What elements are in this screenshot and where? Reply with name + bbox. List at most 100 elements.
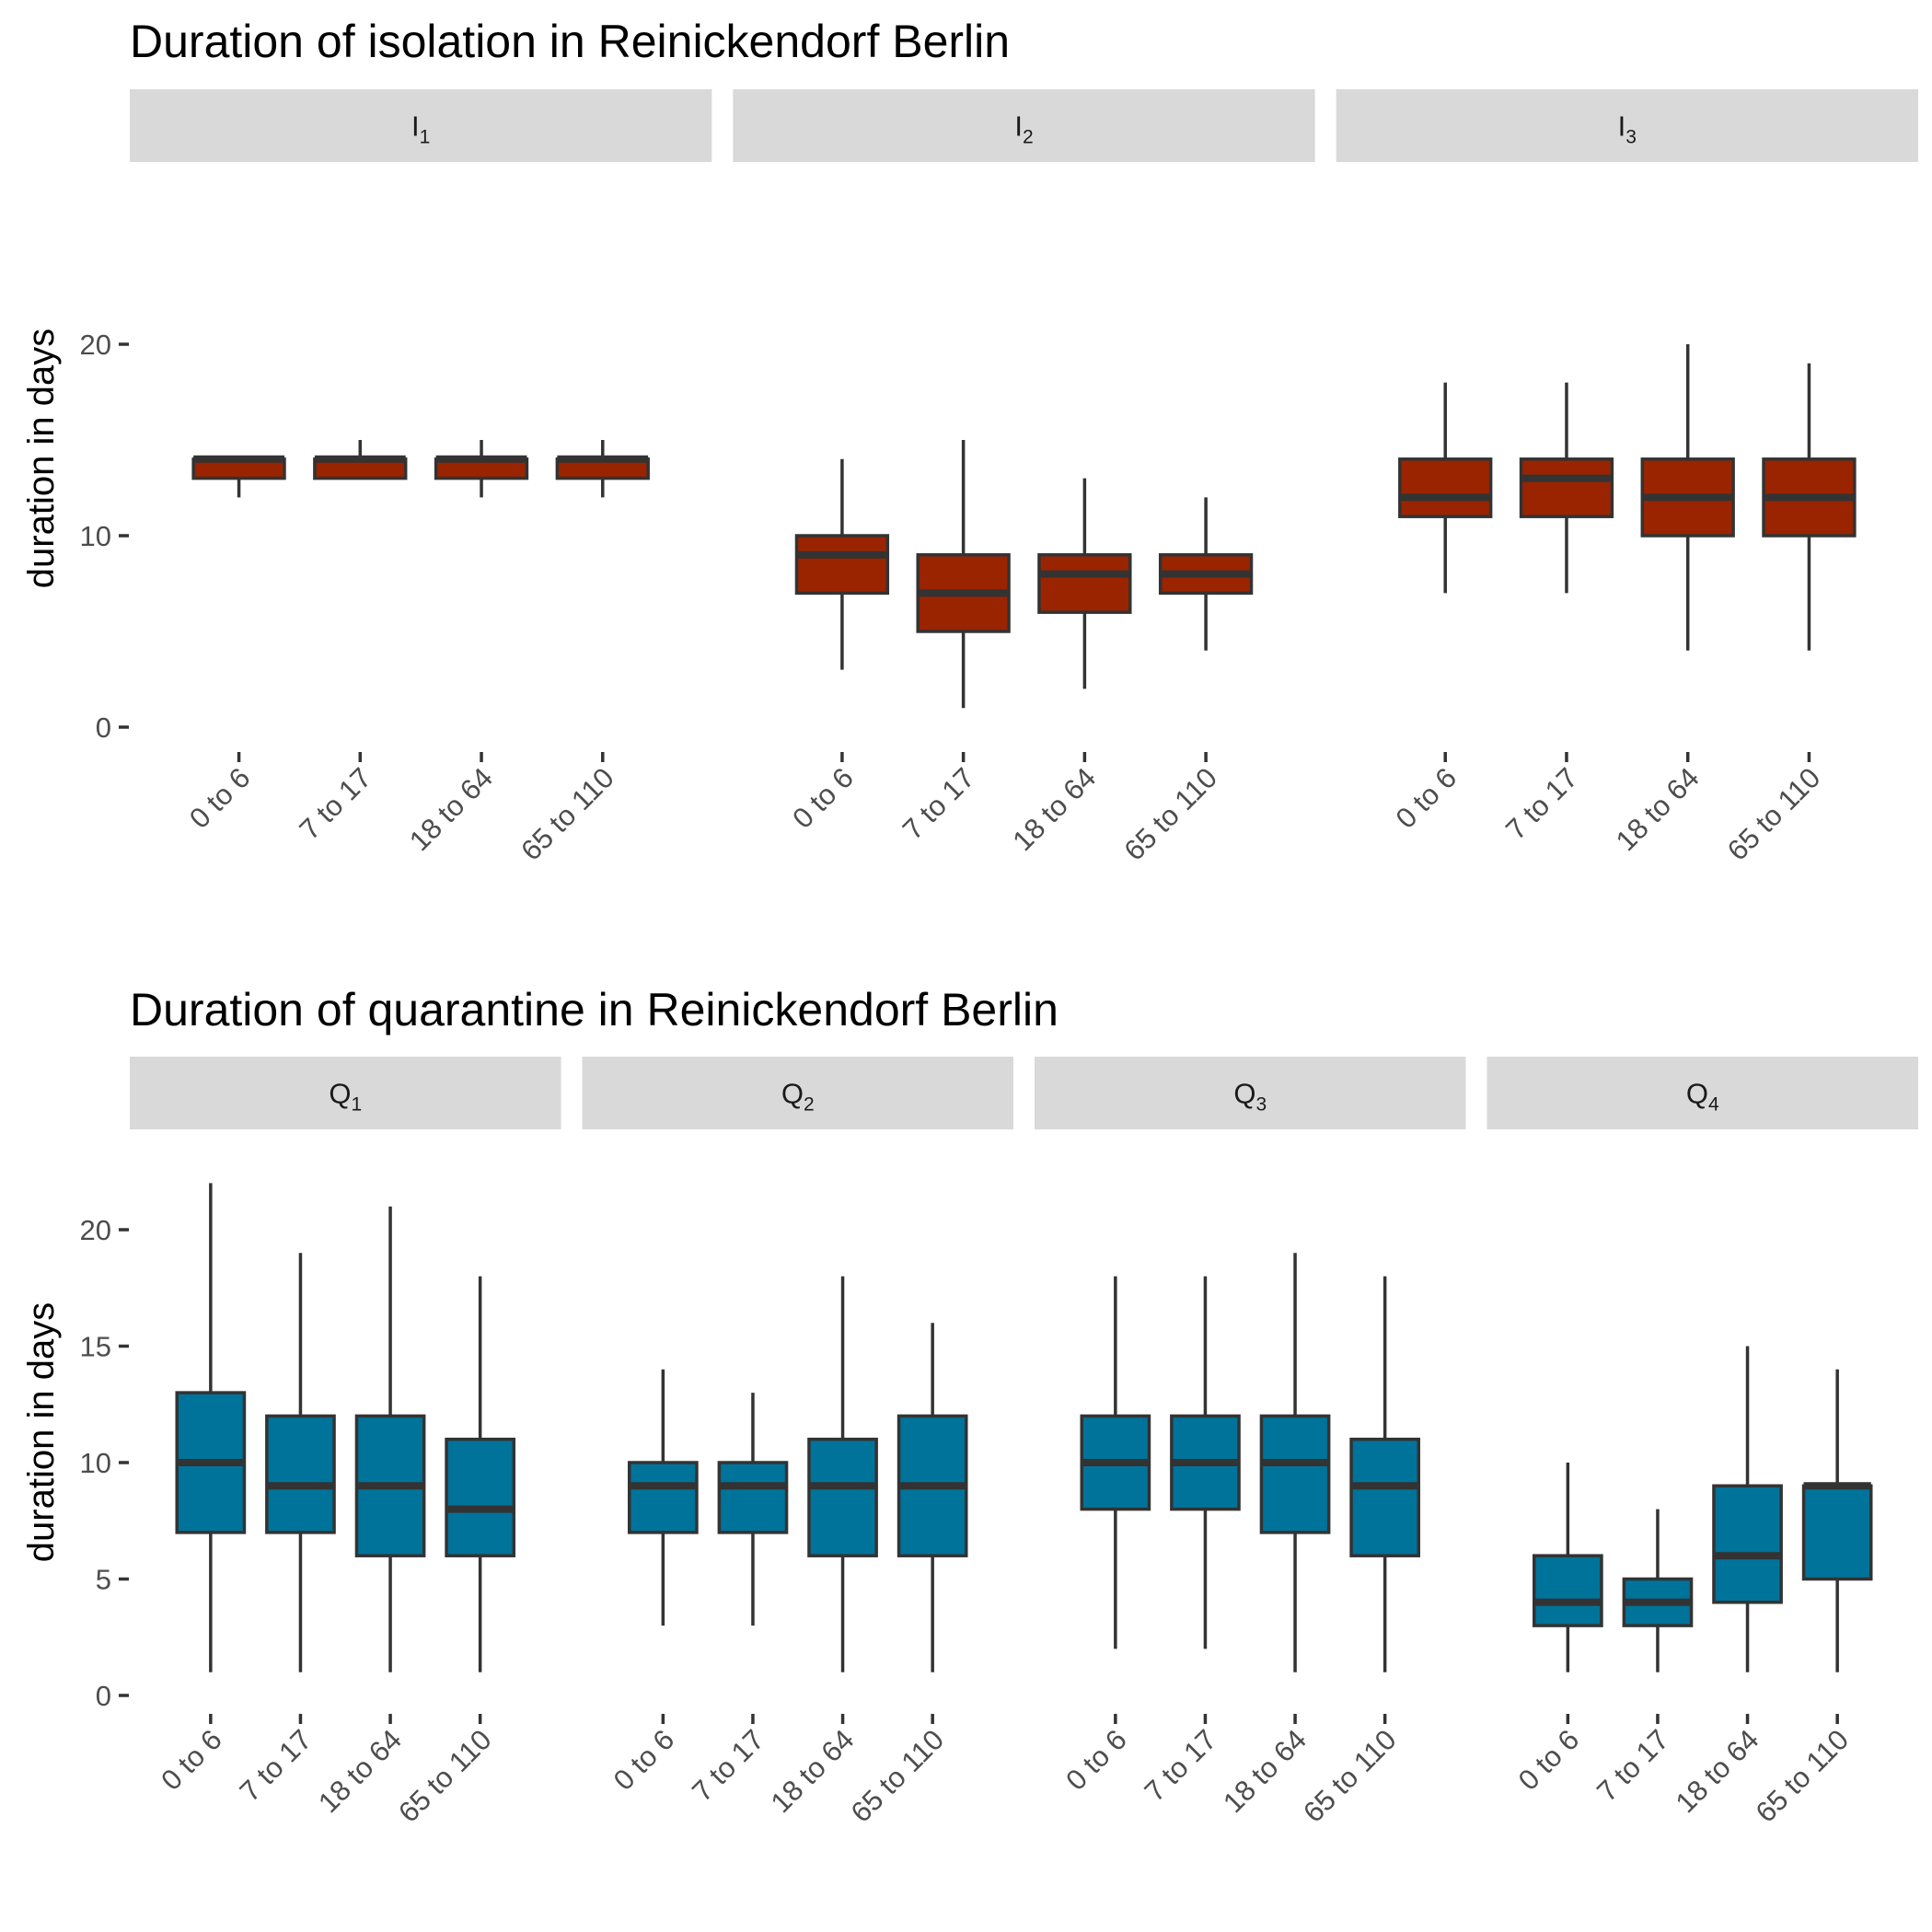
facet-strip	[130, 89, 712, 162]
box-18-to-64	[807, 1276, 878, 1672]
facet-strip	[733, 89, 1315, 162]
x-tick-label: 0 to 6	[1059, 1723, 1133, 1797]
facet-strip	[1336, 89, 1918, 162]
y-axis-label: duration in days	[21, 329, 62, 588]
facet-strip-letter: Q	[329, 1078, 351, 1110]
facet-strip	[130, 1057, 561, 1129]
box-65-to-110	[1801, 1369, 1873, 1672]
box-0-to-6	[191, 455, 286, 498]
box-0-to-6	[1080, 1276, 1151, 1649]
facet-strip-subscript: 1	[420, 127, 431, 148]
x-tick-label: 65 to 110	[845, 1723, 951, 1829]
box-body	[445, 1437, 516, 1557]
box-18-to-64	[1037, 478, 1132, 689]
facet-strip-letter: Q	[781, 1078, 804, 1110]
box-body	[1532, 1554, 1603, 1627]
box-18-to-64	[434, 440, 529, 498]
facet-strip-label: Q1	[329, 1078, 362, 1116]
box-body	[1259, 1414, 1331, 1534]
facet-strip-letter: I	[1014, 110, 1023, 143]
y-tick-label: 10	[80, 520, 111, 552]
box-7-to-17	[313, 440, 408, 480]
y-tick-label: 20	[80, 329, 111, 361]
facet-strip	[1035, 1057, 1466, 1129]
box-0-to-6	[1532, 1463, 1603, 1672]
y-tick-label: 20	[80, 1214, 111, 1246]
box-body	[1398, 457, 1493, 518]
box-7-to-17	[265, 1253, 336, 1672]
x-tick-label: 18 to 64	[1006, 761, 1102, 857]
y-tick-label: 10	[80, 1447, 111, 1479]
facet-strip-label: I1	[411, 110, 430, 148]
facet-strip-subscript: 3	[1625, 127, 1637, 148]
x-tick-label: 18 to 64	[1610, 761, 1706, 857]
x-tick-label: 0 to 6	[183, 761, 257, 835]
y-tick-label: 0	[96, 711, 111, 744]
chart-block-1: Duration of isolation in Reinickendorf B…	[21, 16, 1918, 867]
box-7-to-17	[916, 440, 1011, 709]
box-18-to-64	[354, 1206, 426, 1672]
facet-strip-label: Q3	[1233, 1078, 1267, 1116]
facet-panel-i3: I3 0 to 6 7 to 17 18 to 64 65 to 110	[1336, 89, 1918, 867]
box-18-to-64	[1712, 1346, 1783, 1672]
facet-strip-label: I3	[1618, 110, 1637, 148]
box-0-to-6	[794, 458, 890, 670]
x-tick-label: 18 to 64	[403, 761, 499, 857]
facet-strip-subscript: 3	[1255, 1094, 1267, 1116]
box-body	[1519, 457, 1614, 518]
box-0-to-6	[627, 1369, 699, 1626]
facet-strip	[1487, 1057, 1918, 1129]
facet-strip-subscript: 2	[804, 1094, 815, 1116]
x-tick-label: 7 to 17	[1591, 1723, 1675, 1808]
box-body	[627, 1461, 699, 1534]
x-tick-label: 7 to 17	[686, 1723, 770, 1808]
x-tick-label: 0 to 6	[1390, 761, 1463, 835]
box-body	[1801, 1484, 1873, 1581]
x-tick-label: 65 to 110	[392, 1723, 498, 1829]
chart-title: Duration of isolation in Reinickendorf B…	[130, 16, 1010, 67]
box-65-to-110	[897, 1323, 968, 1672]
box-65-to-110	[1762, 363, 1857, 651]
x-tick-label: 65 to 110	[1750, 1723, 1856, 1829]
box-18-to-64	[1259, 1253, 1331, 1672]
box-7-to-17	[1170, 1276, 1241, 1649]
facet-strip-label: I2	[1014, 110, 1033, 148]
y-tick-label: 0	[96, 1680, 111, 1712]
facet-strip	[582, 1057, 1013, 1129]
box-body	[794, 534, 890, 596]
x-tick-label: 65 to 110	[515, 761, 620, 867]
box-body	[1037, 553, 1132, 614]
box-7-to-17	[1622, 1509, 1694, 1672]
x-tick-label: 65 to 110	[1118, 761, 1224, 867]
facet-strip-label: Q2	[781, 1078, 815, 1116]
x-tick-label: 7 to 17	[897, 761, 981, 846]
box-0-to-6	[175, 1183, 247, 1672]
chart-block-2: Duration of quarantine in Reinickendorf …	[21, 984, 1918, 1829]
facet-strip-letter: Q	[1686, 1078, 1708, 1110]
facet-panel-i2: I2 0 to 6 7 to 17 18 to 64 65 to 110	[733, 89, 1315, 867]
x-tick-label: 0 to 6	[786, 761, 860, 835]
box-65-to-110	[445, 1276, 516, 1672]
x-tick-label: 0 to 6	[607, 1723, 681, 1797]
box-18-to-64	[1640, 344, 1735, 651]
box-0-to-6	[1398, 382, 1493, 594]
box-body	[717, 1461, 789, 1534]
x-tick-label: 7 to 17	[293, 761, 377, 846]
facet-panel-i1: I1 0 to 6 7 to 17 18 to 64 65 to 110	[130, 89, 712, 867]
box-65-to-110	[555, 440, 650, 498]
facet-strip-letter: I	[1618, 110, 1626, 143]
x-tick-label: 7 to 17	[234, 1723, 318, 1808]
facet-strip-subscript: 1	[351, 1094, 362, 1116]
chart-title: Duration of quarantine in Reinickendorf …	[130, 984, 1059, 1035]
y-tick-label: 15	[80, 1331, 111, 1363]
box-body	[1349, 1437, 1421, 1557]
box-65-to-110	[1349, 1276, 1421, 1672]
facet-strip-letter: I	[411, 110, 420, 143]
x-tick-label: 65 to 110	[1721, 761, 1827, 867]
facet-strip-letter: Q	[1233, 1078, 1255, 1110]
x-tick-label: 7 to 17	[1499, 761, 1584, 846]
